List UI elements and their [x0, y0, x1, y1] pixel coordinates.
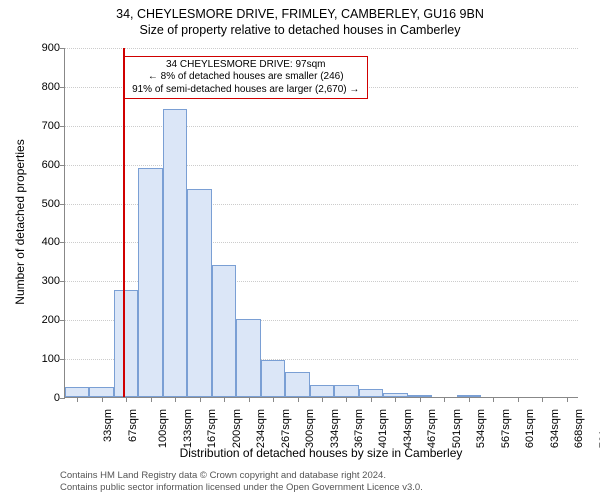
y-tick-mark: [60, 398, 65, 399]
x-tick-mark: [77, 397, 78, 402]
y-tick-label: 0: [54, 392, 60, 404]
y-tick-label: 500: [42, 198, 60, 210]
x-tick-label: 501sqm: [451, 409, 463, 448]
x-tick-mark: [102, 397, 103, 402]
x-tick-mark: [200, 397, 201, 402]
annotation-box: 34 CHEYLESMORE DRIVE: 97sqm← 8% of detac…: [124, 56, 368, 100]
x-tick-label: 467sqm: [427, 409, 439, 448]
x-tick-mark: [420, 397, 421, 402]
y-tick-mark: [60, 320, 65, 321]
x-tick-mark: [444, 397, 445, 402]
histogram-bar: [261, 360, 285, 397]
y-tick-mark: [60, 87, 65, 88]
x-tick-mark: [567, 397, 568, 402]
x-tick-mark: [469, 397, 470, 402]
footer-line-1: Contains HM Land Registry data © Crown c…: [60, 470, 423, 482]
x-tick-label: 100sqm: [157, 409, 169, 448]
title-block: 34, CHEYLESMORE DRIVE, FRIMLEY, CAMBERLE…: [0, 0, 600, 39]
histogram-bar: [212, 265, 236, 397]
x-tick-label: 234sqm: [255, 409, 267, 448]
x-tick-label: 33sqm: [102, 409, 114, 442]
x-tick-label: 133sqm: [182, 409, 194, 448]
x-tick-mark: [395, 397, 396, 402]
marker-line: [123, 48, 125, 397]
x-tick-label: 200sqm: [231, 409, 243, 448]
x-axis-title: Distribution of detached houses by size …: [64, 446, 578, 460]
y-tick-mark: [60, 165, 65, 166]
title-line-1: 34, CHEYLESMORE DRIVE, FRIMLEY, CAMBERLE…: [0, 6, 600, 22]
x-tick-label: 334sqm: [329, 409, 341, 448]
footer-line-2: Contains public sector information licen…: [60, 482, 423, 494]
x-tick-label: 367sqm: [353, 409, 365, 448]
y-tick-label: 700: [42, 120, 60, 132]
x-tick-mark: [273, 397, 274, 402]
histogram-bar: [236, 319, 260, 397]
histogram-bar: [334, 385, 358, 397]
x-tick-mark: [249, 397, 250, 402]
histogram-bar: [163, 109, 187, 397]
y-tick-label: 200: [42, 314, 60, 326]
x-tick-label: 634sqm: [549, 409, 561, 448]
histogram-bar: [138, 168, 162, 397]
y-tick-mark: [60, 281, 65, 282]
chart-plot-area: 010020030040050060070080090033sqm67sqm10…: [64, 48, 578, 398]
x-tick-mark: [542, 397, 543, 402]
annotation-line: ← 8% of detached houses are smaller (246…: [130, 71, 362, 84]
x-tick-label: 567sqm: [500, 409, 512, 448]
footer-attribution: Contains HM Land Registry data © Crown c…: [60, 470, 423, 494]
x-tick-mark: [126, 397, 127, 402]
gridline-h: [65, 165, 578, 166]
y-axis-title: Number of detached properties: [13, 132, 27, 312]
y-tick-label: 400: [42, 236, 60, 248]
y-tick-label: 800: [42, 81, 60, 93]
x-tick-label: 267sqm: [280, 409, 292, 448]
gridline-h: [65, 48, 578, 49]
chart-container: 34, CHEYLESMORE DRIVE, FRIMLEY, CAMBERLE…: [0, 0, 600, 500]
y-tick-label: 600: [42, 159, 60, 171]
x-tick-mark: [151, 397, 152, 402]
histogram-bar: [65, 387, 89, 397]
x-tick-mark: [224, 397, 225, 402]
x-tick-label: 167sqm: [206, 409, 218, 448]
x-tick-label: 668sqm: [573, 409, 585, 448]
annotation-line: 34 CHEYLESMORE DRIVE: 97sqm: [130, 59, 362, 72]
y-tick-mark: [60, 359, 65, 360]
x-tick-label: 67sqm: [127, 409, 139, 442]
y-tick-mark: [60, 242, 65, 243]
x-tick-label: 601sqm: [524, 409, 536, 448]
x-tick-mark: [322, 397, 323, 402]
y-tick-mark: [60, 48, 65, 49]
y-tick-mark: [60, 204, 65, 205]
x-tick-label: 534sqm: [476, 409, 488, 448]
y-tick-label: 100: [42, 353, 60, 365]
histogram-bar: [114, 290, 138, 397]
x-tick-mark: [518, 397, 519, 402]
x-tick-mark: [371, 397, 372, 402]
gridline-h: [65, 126, 578, 127]
x-tick-mark: [298, 397, 299, 402]
x-tick-mark: [493, 397, 494, 402]
y-tick-label: 300: [42, 275, 60, 287]
histogram-bar: [187, 189, 211, 397]
histogram-bar: [359, 389, 383, 397]
x-tick-mark: [175, 397, 176, 402]
x-tick-mark: [346, 397, 347, 402]
y-tick-mark: [60, 126, 65, 127]
histogram-bar: [310, 385, 334, 397]
annotation-line: 91% of semi-detached houses are larger (…: [130, 84, 362, 97]
histogram-bar: [89, 387, 113, 397]
x-tick-label: 401sqm: [378, 409, 390, 448]
x-tick-label: 434sqm: [402, 409, 414, 448]
x-tick-label: 300sqm: [304, 409, 316, 448]
histogram-bar: [285, 372, 309, 397]
y-tick-label: 900: [42, 42, 60, 54]
title-line-2: Size of property relative to detached ho…: [0, 22, 600, 38]
